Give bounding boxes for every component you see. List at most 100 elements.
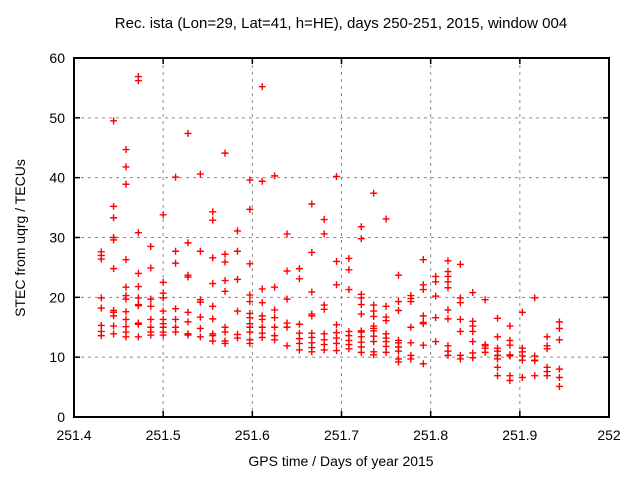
data-point [382,302,390,310]
data-point [518,356,526,364]
data-point [506,352,514,360]
x-tick-label: 251.6 [235,427,270,443]
data-point [555,318,563,326]
y-tick-label: 60 [49,50,65,66]
data-point [456,299,464,307]
data-point [295,346,303,354]
data-point [196,313,204,321]
data-point [494,363,502,371]
data-point [172,328,180,336]
data-point [134,333,142,341]
data-point [308,288,316,296]
data-point [370,189,378,197]
data-point [110,236,118,244]
data-point [196,333,204,341]
data-point [110,312,118,320]
data-point [308,348,316,356]
data-point [419,360,427,368]
data-point [506,377,514,385]
data-point [147,315,155,323]
data-point [370,312,378,320]
data-point [506,341,514,349]
data-point [394,347,402,355]
data-point [97,321,105,329]
data-point [233,247,241,255]
data-point [419,341,427,349]
x-tick-label: 252 [597,427,621,443]
x-tick-label: 251.7 [324,427,359,443]
data-point [333,321,341,329]
data-point [134,77,142,85]
data-point [295,339,303,347]
data-point [159,211,167,219]
data-point [221,339,229,347]
data-point [481,348,489,356]
data-point [283,342,291,350]
data-point [494,355,502,363]
data-point [209,337,217,345]
data-point [196,324,204,332]
tick-labels: 251.4 251.5 251.6 251.7 251.8 251.9 252 0 10 20 30… [49,50,620,443]
data-point [122,163,130,171]
data-point [122,283,130,291]
data-point [419,312,427,320]
data-point [370,351,378,359]
data-point [555,382,563,390]
data-point [444,284,452,292]
data-point [407,339,415,347]
data-point [444,278,452,286]
data-point [110,202,118,210]
data-point [357,223,365,231]
data-point [271,336,279,344]
data-point [320,305,328,313]
data-point [221,328,229,336]
data-point [555,365,563,373]
data-point [308,200,316,208]
data-point [456,327,464,335]
data-point [122,180,130,188]
data-point [134,320,142,328]
data-point [221,250,229,258]
plot-border [73,57,610,418]
data-point [246,314,254,322]
data-point [456,315,464,323]
data-point [456,355,464,363]
data-point [184,273,192,281]
data-point [283,323,291,331]
data-point [370,301,378,309]
y-tick-label: 10 [49,349,65,365]
data-point [382,317,390,325]
data-point [122,295,130,303]
data-point [469,354,477,362]
x-axis-label: GPS time / Days of year 2015 [248,453,433,469]
data-point [407,298,415,306]
data-point [271,283,279,291]
data-point [543,345,551,353]
data-point [110,265,118,273]
y-tick-label: 30 [49,230,65,246]
data-point [110,214,118,222]
data-point [233,307,241,315]
data-point [246,260,254,268]
data-point [394,298,402,306]
data-point [209,280,217,288]
data-point [110,117,118,125]
data-point [184,308,192,316]
y-tick-label: 50 [49,110,65,126]
data-point [308,312,316,320]
data-point [357,294,365,302]
data-point [122,315,130,323]
data-point [172,315,180,323]
data-point [147,242,155,250]
x-tick-label: 251.4 [56,427,91,443]
data-point [233,227,241,235]
data-point [122,256,130,264]
data-point [122,308,130,316]
data-point [382,348,390,356]
data-point [333,347,341,355]
data-point [196,247,204,255]
data-point [209,302,217,310]
data-point [407,323,415,331]
data-point [110,322,118,330]
